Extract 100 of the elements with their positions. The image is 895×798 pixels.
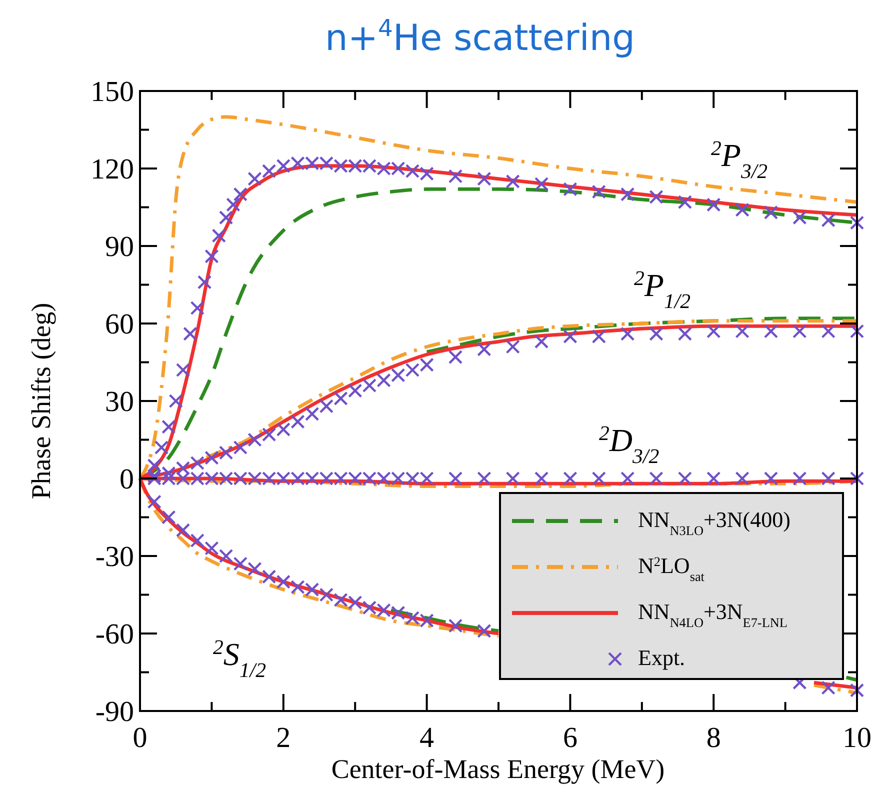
legend-label: Expt. [638,645,686,670]
point [218,548,234,564]
point [792,324,807,338]
point [405,362,420,378]
point [233,440,248,455]
point [477,624,492,638]
point [563,182,578,196]
y-tick-label: -30 [95,541,134,573]
point [420,358,434,372]
point [190,300,204,316]
point [448,350,463,364]
point [204,541,219,556]
y-tick-label: -90 [95,696,134,728]
point [821,213,836,228]
point [735,471,750,486]
point [304,406,320,422]
point [850,683,864,698]
x-tick-label: 10 [842,722,872,754]
point [218,446,234,460]
point [448,471,463,486]
point [154,440,169,455]
point [678,326,692,341]
point [176,461,190,476]
y-tick-label: -60 [95,618,134,650]
point [262,427,276,442]
point [391,368,406,382]
point [792,210,807,225]
point [592,329,606,344]
point [850,471,864,486]
y-tick-label: 90 [105,231,134,263]
point [262,164,276,178]
point [706,471,721,486]
x-tick-label: 4 [420,722,435,754]
y-axis-title: Phase Shifts (deg) [26,302,56,500]
point [706,198,721,212]
point [168,394,183,408]
point [764,324,778,338]
x-tick-label: 2 [276,722,291,754]
y-tick-label: 60 [105,308,134,340]
point [563,471,578,486]
point [620,187,635,202]
point [218,210,234,225]
point [348,384,362,398]
point [162,420,176,434]
point [735,202,750,217]
point [448,169,463,184]
legend-label: NN$_{N4LO}$+3N$_{E7-LNL}$ [638,599,788,630]
point [764,471,778,486]
y-tick-label: 30 [105,386,134,418]
point [506,340,520,354]
annotation: $^{2}$P$_{3/2}$ [711,136,768,182]
point [850,216,864,230]
point [248,172,262,186]
point [764,205,778,220]
point [204,450,219,465]
point [850,324,864,338]
point [534,471,549,486]
point [276,422,290,437]
point [248,562,262,576]
legend-label: NN$_{N3LO}$+3N(400) [638,507,790,538]
annotation: $^{2}$S$_{1/2}$ [213,636,266,682]
point [792,471,807,486]
point [190,456,204,470]
point [197,275,212,290]
point [534,176,549,192]
point [620,471,635,486]
point [706,324,721,338]
point [233,556,248,571]
point [176,523,190,538]
point [190,533,204,548]
point [226,198,240,212]
point [477,342,492,356]
point [276,574,290,589]
point [319,399,334,414]
point [212,228,226,243]
point [376,373,391,388]
point [506,174,520,189]
point [248,432,262,447]
point [678,194,692,210]
point [821,680,836,695]
point [176,362,190,378]
point [262,570,276,584]
point [448,618,463,633]
x-tick-label: 8 [706,722,721,754]
y-tick-label: 120 [90,154,134,186]
point [319,588,334,602]
point [649,471,664,486]
point [649,190,664,204]
point [334,391,348,406]
point [649,326,664,341]
point [592,184,606,199]
legend-label: N$^{2}$LO$_{sat}$ [638,553,705,584]
annotation: $^{2}$D$_{3/2}$ [599,422,660,468]
point [620,326,635,341]
point [290,414,305,429]
point [534,334,549,349]
x-axis-title: Center-of-Mass Energy (MeV) [331,754,665,784]
point [477,172,492,186]
point [821,471,836,486]
point [147,494,162,509]
